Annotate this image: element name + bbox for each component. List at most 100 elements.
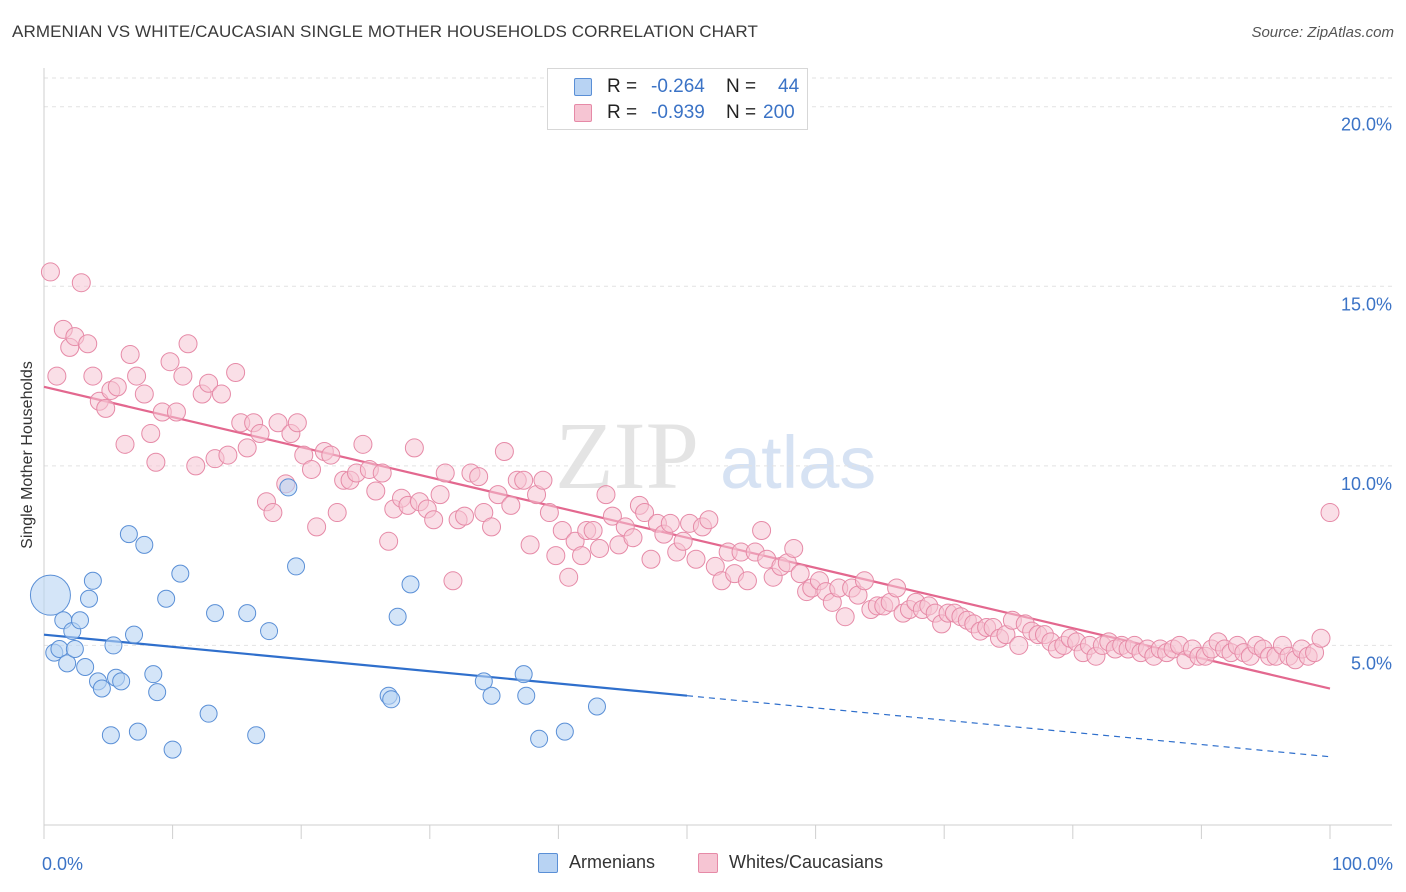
y-tick-label: 10.0%	[1341, 474, 1392, 494]
whites-point	[623, 528, 643, 548]
y-tick-label: 15.0%	[1341, 294, 1392, 314]
armenians-trend-extension	[686, 695, 1331, 758]
legend-r-value: -0.264	[651, 76, 705, 97]
whites-point	[596, 485, 616, 505]
armenians-point	[163, 740, 182, 759]
y-axis-label: Single Mother Households	[19, 361, 36, 549]
armenians-point	[148, 683, 167, 702]
whites-point	[514, 470, 534, 490]
whites-point	[146, 452, 166, 472]
whites-point	[226, 362, 246, 382]
whites-point	[887, 578, 907, 598]
armenians-point	[238, 604, 257, 623]
whites-point	[539, 503, 559, 523]
whites-point	[737, 571, 757, 591]
whites-point	[71, 273, 91, 293]
legend-r-label: R =	[607, 102, 638, 123]
whites-point	[546, 546, 566, 566]
bottom-swatch-armenians	[538, 853, 558, 873]
watermark-atlas: atlas	[720, 421, 876, 504]
armenians-point	[247, 726, 266, 745]
whites-point	[660, 513, 680, 533]
armenians-point	[474, 672, 493, 691]
whites-point	[301, 459, 321, 479]
armenians-point	[260, 622, 279, 641]
armenians-point	[171, 564, 190, 583]
whites-point	[435, 463, 455, 483]
whites-point	[790, 564, 810, 584]
whites-point	[47, 366, 67, 386]
armenians-trend-line	[43, 633, 688, 697]
armenians-point	[119, 525, 138, 544]
whites-point	[404, 438, 424, 458]
whites-point	[372, 463, 392, 483]
armenians-point	[71, 611, 90, 630]
whites-point	[1009, 635, 1029, 655]
whites-point	[583, 521, 603, 541]
whites-point	[379, 531, 399, 551]
armenians-point	[279, 478, 298, 497]
whites-point	[178, 334, 198, 354]
source-credit: Source: ZipAtlas.com	[1251, 24, 1394, 41]
whites-point	[854, 571, 874, 591]
whites-point	[488, 485, 508, 505]
whites-point	[40, 262, 60, 282]
armenians-point	[80, 589, 99, 608]
stats-legend: R = -0.264 N = 44 R = -0.939 N = 200	[547, 68, 808, 130]
armenians-point	[92, 679, 111, 698]
whites-point	[752, 521, 772, 541]
whites-point	[494, 442, 514, 461]
whites-point	[96, 398, 116, 418]
whites-point	[263, 503, 283, 523]
whites-point	[83, 366, 103, 386]
whites-point	[430, 485, 450, 505]
whites-point	[602, 506, 622, 526]
whites-point	[590, 538, 610, 558]
whites-point	[218, 445, 238, 465]
tick-labels: 5.0% 10.0% 15.0% 20.0% 0.0% 100.0%	[42, 115, 1393, 874]
whites-point	[1311, 628, 1331, 648]
whites-point	[107, 377, 127, 397]
legend-swatch-armenians	[574, 78, 592, 96]
legend-n-value: 200	[763, 102, 795, 123]
armenians-point	[65, 640, 84, 659]
y-tick-label: 5.0%	[1351, 653, 1392, 673]
armenians-point	[482, 686, 501, 705]
armenians-point	[587, 697, 606, 716]
whites-point	[635, 503, 655, 523]
armenians-point	[125, 625, 144, 644]
armenians-point	[382, 690, 401, 709]
x-tick-label: 0.0%	[42, 854, 83, 874]
y-tick-label: 20.0%	[1341, 115, 1392, 135]
armenians-point	[199, 704, 218, 723]
whites-point	[835, 607, 855, 627]
whites-point	[211, 384, 231, 404]
whites-point	[134, 384, 154, 404]
bottom-legend-label: Armenians	[569, 852, 656, 872]
bottom-swatch-whites	[698, 853, 718, 873]
watermark-zip: ZIP	[555, 402, 699, 509]
armenians-point	[530, 729, 549, 748]
bottom-legend-label: Whites/Caucasians	[729, 852, 884, 872]
chart-title: ARMENIAN VS WHITE/CAUCASIAN SINGLE MOTHE…	[12, 22, 758, 41]
whites-point	[307, 517, 327, 537]
whites-point	[160, 352, 180, 372]
legend-swatch-whites	[574, 104, 592, 122]
legend-n-label: N =	[726, 102, 757, 123]
whites-point	[641, 549, 661, 569]
armenians-point	[388, 607, 407, 626]
armenians-point	[206, 604, 225, 623]
legend-r-value: -0.939	[651, 102, 705, 123]
legend-n-value: 44	[778, 76, 800, 97]
legend-n-label: N =	[726, 76, 757, 97]
armenians-point	[401, 575, 420, 594]
whites-point	[321, 445, 341, 465]
whites-point	[287, 413, 307, 433]
x-tick-label: 100.0%	[1332, 854, 1393, 874]
whites-point	[559, 567, 579, 587]
whites-point	[78, 334, 98, 354]
whites-point	[424, 510, 444, 530]
whites-point	[784, 538, 804, 558]
whites-point	[366, 481, 386, 501]
whites-point	[501, 495, 521, 515]
